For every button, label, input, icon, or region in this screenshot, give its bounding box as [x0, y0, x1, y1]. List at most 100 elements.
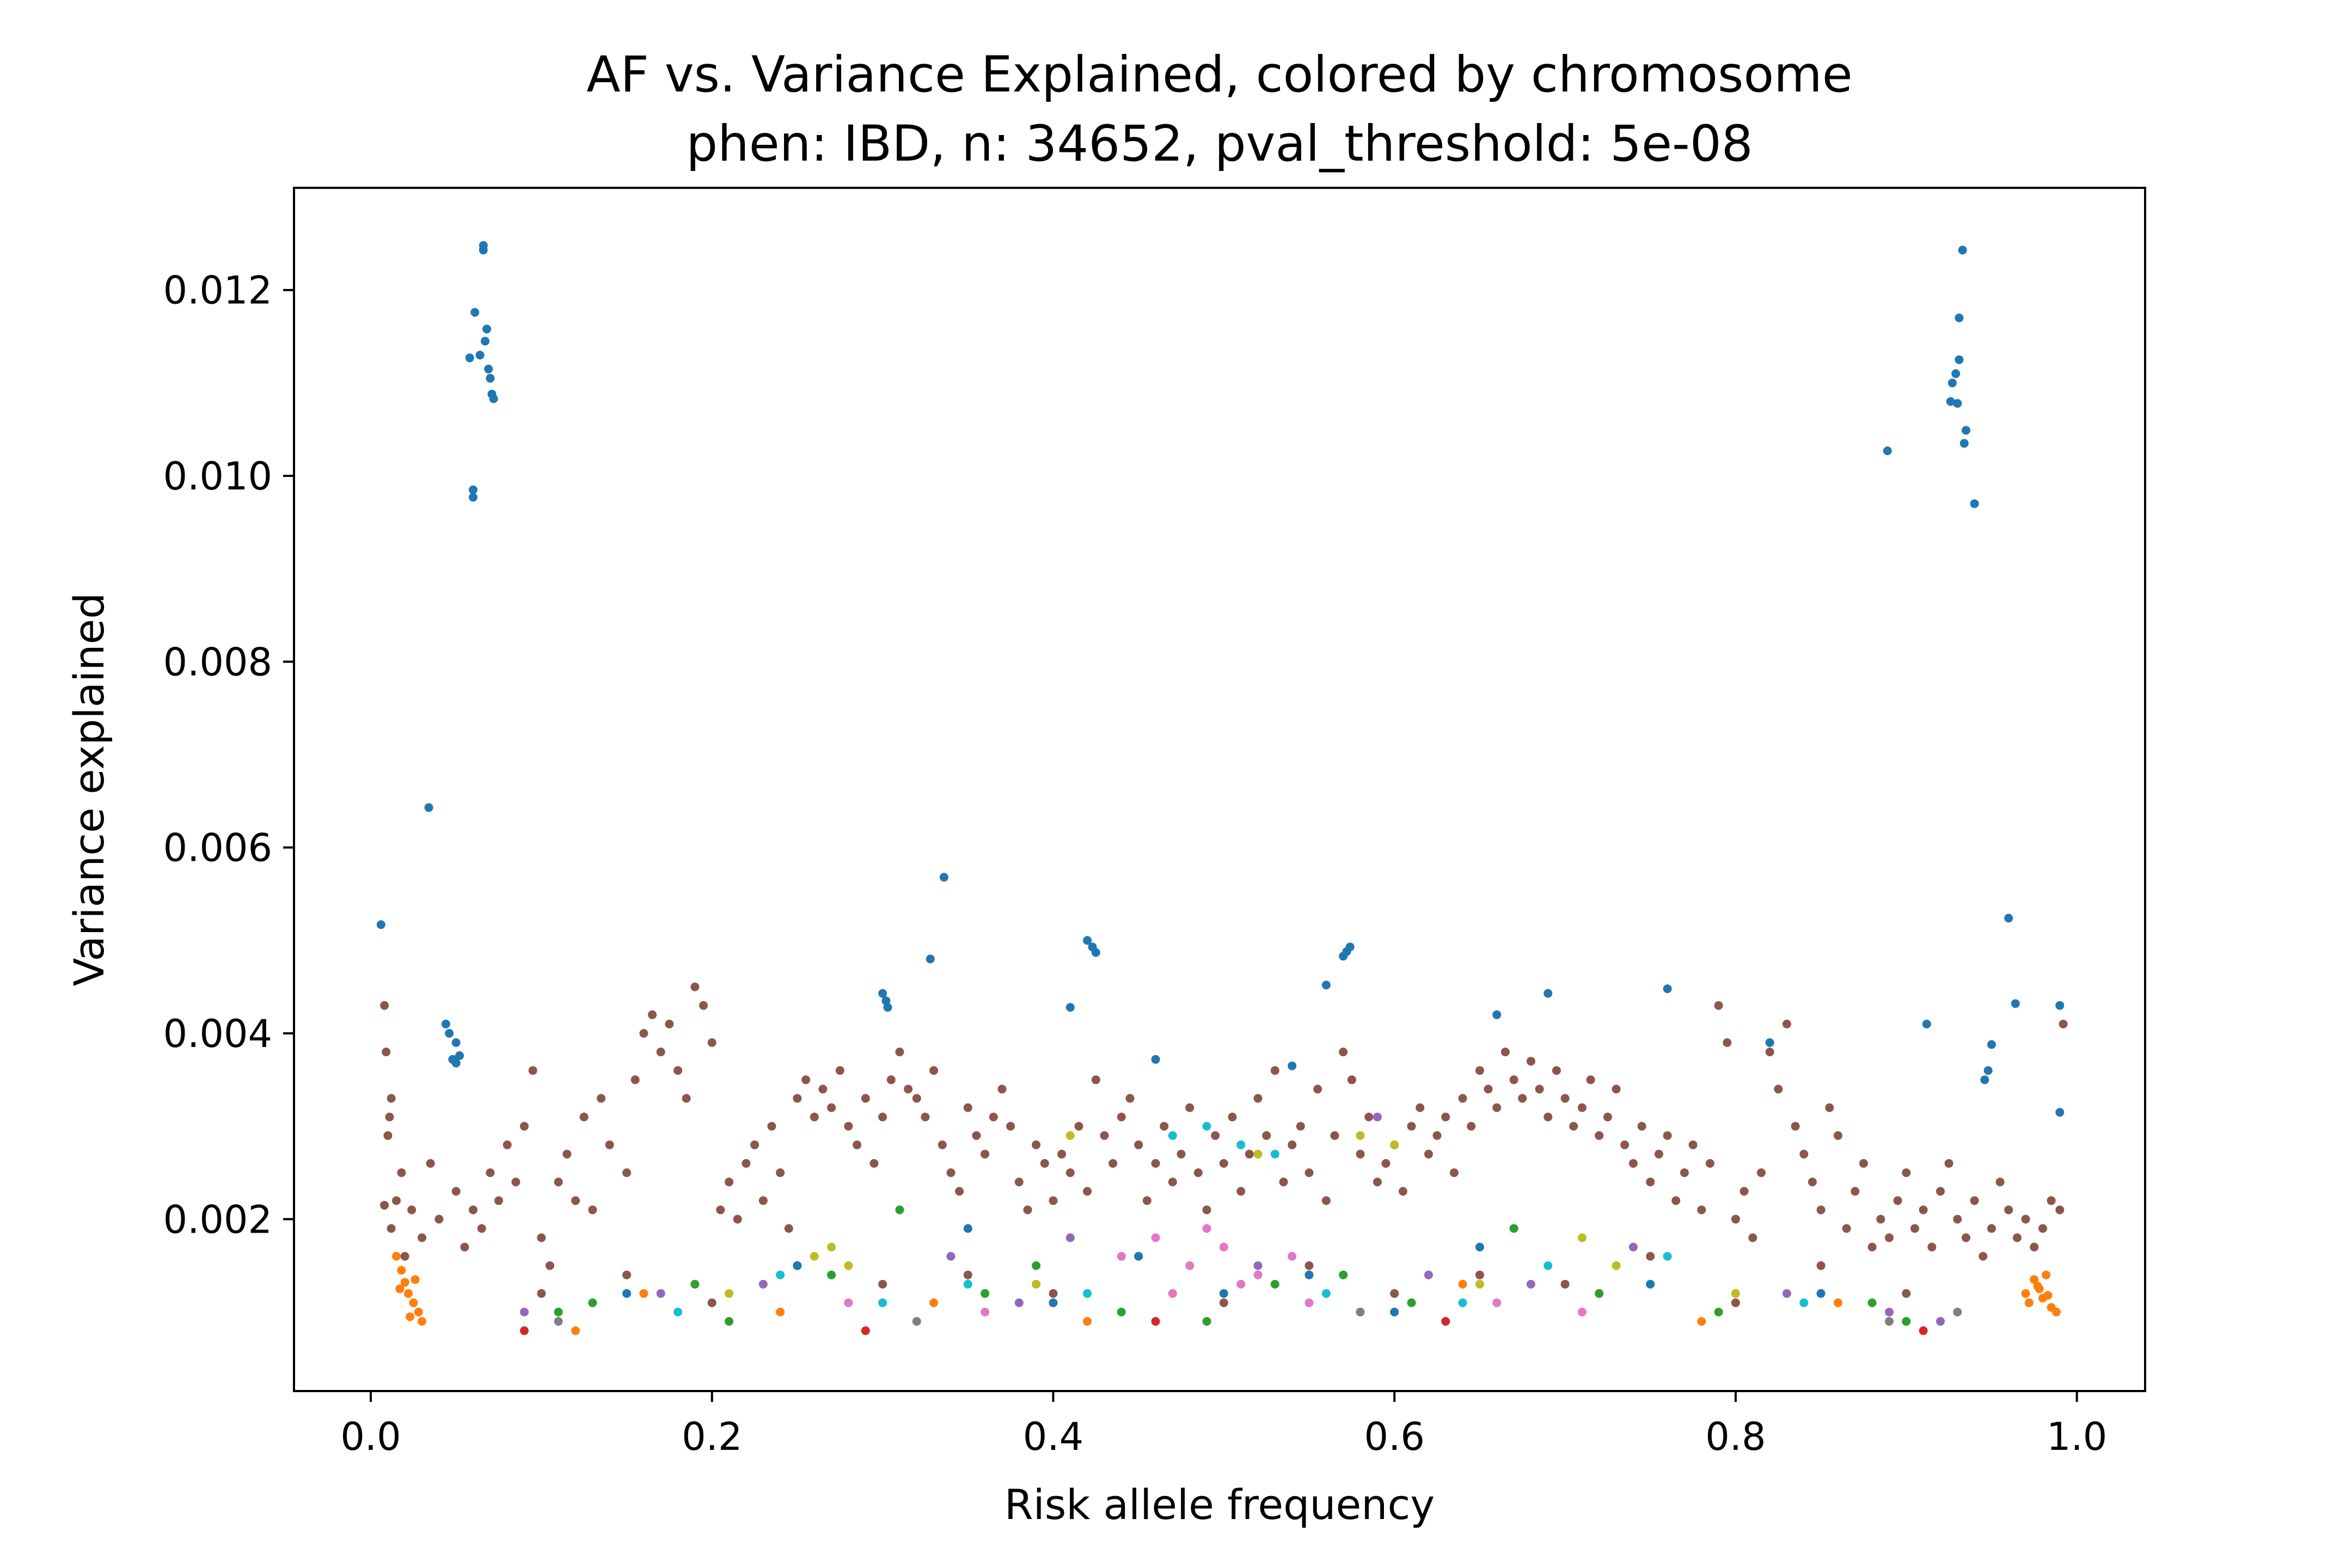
data-point: [1202, 1122, 1211, 1131]
data-point: [441, 1019, 450, 1028]
data-point: [383, 1131, 393, 1140]
data-point: [1288, 1061, 1297, 1070]
data-point: [1959, 439, 1969, 448]
data-point: [2052, 1307, 2061, 1316]
data-point: [1083, 1187, 1092, 1196]
data-point: [1808, 1178, 1817, 1186]
data-point: [1475, 1270, 1484, 1279]
chart-title: AF vs. Variance Explained, colored by ch…: [586, 46, 1853, 103]
data-point: [395, 1284, 405, 1294]
data-point: [1492, 1298, 1502, 1307]
data-point: [2021, 1215, 2030, 1224]
data-point: [465, 353, 474, 363]
data-point: [861, 1094, 870, 1103]
data-point: [1125, 1094, 1135, 1103]
data-point: [1595, 1131, 1604, 1140]
data-point: [1577, 1307, 1587, 1316]
data-point: [776, 1307, 785, 1316]
data-point: [1671, 1196, 1681, 1205]
data-point: [1535, 1085, 1544, 1094]
data-point: [1032, 1279, 1041, 1289]
data-point: [963, 1270, 972, 1279]
data-point: [1902, 1168, 1911, 1177]
data-point: [767, 1122, 776, 1131]
data-point: [1356, 1307, 1365, 1316]
data-point: [1962, 1233, 1970, 1242]
data-point: [1637, 1122, 1646, 1131]
data-point: [1185, 1103, 1195, 1112]
data-point: [707, 1038, 716, 1047]
data-point: [489, 394, 498, 403]
data-point: [1816, 1289, 1826, 1298]
data-point: [622, 1270, 632, 1279]
y-tick-label: 0.010: [163, 454, 272, 499]
data-point: [1475, 1242, 1484, 1252]
data-point: [1117, 1252, 1126, 1261]
data-point: [1390, 1289, 1399, 1298]
data-point: [469, 485, 477, 494]
data-point: [869, 1159, 879, 1168]
data-point: [1228, 1112, 1237, 1122]
data-point: [1946, 397, 1955, 406]
data-point: [571, 1196, 580, 1205]
data-point: [418, 1317, 426, 1326]
data-point: [793, 1094, 802, 1103]
data-point: [1910, 1224, 1919, 1233]
data-point: [1867, 1298, 1877, 1307]
data-point: [946, 1252, 955, 1261]
data-point: [921, 1112, 930, 1122]
data-point: [1951, 369, 1961, 378]
data-point: [1151, 1159, 1160, 1168]
data-point: [1492, 1103, 1502, 1112]
data-point: [2033, 1282, 2042, 1291]
data-point: [1356, 1131, 1365, 1140]
data-point: [1569, 1122, 1578, 1131]
data-point: [886, 1075, 896, 1085]
data-point: [1049, 1289, 1058, 1298]
data-point: [682, 1094, 691, 1103]
data-point: [2047, 1196, 2056, 1205]
data-point: [1782, 1289, 1791, 1298]
y-tick-label: 0.002: [163, 1197, 272, 1242]
data-point: [1219, 1289, 1228, 1298]
data-point: [1885, 1307, 1894, 1316]
data-point: [1885, 1317, 1894, 1326]
data-point: [1330, 1131, 1339, 1140]
data-point: [725, 1178, 734, 1186]
data-point: [1595, 1289, 1604, 1298]
data-point: [1893, 1196, 1902, 1205]
data-point: [1108, 1159, 1118, 1168]
data-point: [445, 1029, 454, 1038]
data-point: [1919, 1205, 1928, 1215]
data-point: [963, 1279, 972, 1289]
data-point: [1509, 1224, 1518, 1233]
data-point: [460, 1242, 469, 1252]
data-point: [2030, 1275, 2039, 1284]
data-point: [1552, 1066, 1561, 1075]
data-point: [562, 1149, 572, 1159]
data-point: [434, 1215, 444, 1224]
data-point: [1032, 1140, 1041, 1149]
data-point: [1723, 1038, 1732, 1047]
y-axis-ticks: 0.002 0.004 0.006 0.008 0.010 0.012: [163, 268, 294, 1242]
data-point: [1065, 1131, 1075, 1140]
data-point: [2059, 1019, 2068, 1028]
data-point: [494, 1196, 503, 1205]
data-point: [1134, 1140, 1143, 1149]
y-tick-label: 0.012: [163, 268, 272, 313]
y-tick-label: 0.006: [163, 826, 272, 871]
data-point: [2021, 1289, 2030, 1298]
data-point: [1979, 1252, 1988, 1261]
data-point: [972, 1131, 981, 1140]
data-point: [981, 1149, 990, 1159]
data-point: [503, 1140, 512, 1149]
data-point: [1970, 1196, 1979, 1205]
data-point: [1134, 1252, 1143, 1261]
data-point: [1083, 1317, 1092, 1326]
data-point: [1947, 378, 1957, 388]
data-point: [1065, 1233, 1075, 1242]
data-point: [1816, 1261, 1826, 1270]
data-point: [424, 803, 433, 812]
data-point: [1500, 1048, 1510, 1057]
